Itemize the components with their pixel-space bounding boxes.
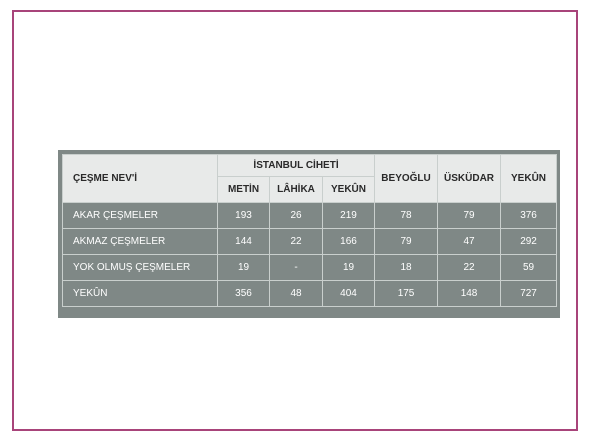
- table-cell: 79: [374, 228, 439, 255]
- table-cell: 292: [500, 228, 558, 255]
- table-row: AKAR ÇEŞMELER 193 26 219 78 79 376: [62, 202, 558, 229]
- table-row: YOK OLMUŞ ÇEŞMELER 19 - 19 18 22 59: [62, 254, 558, 281]
- table-row: AKMAZ ÇEŞMELER 144 22 166 79 47 292: [62, 228, 558, 255]
- header-metin: METİN: [217, 176, 270, 203]
- header-lahika: LÂHİKA: [269, 176, 323, 203]
- table-row-total: YEKÛN 356 48 404 175 148 727: [62, 280, 558, 307]
- header-istanbul-side: İSTANBUL CİHETİ: [216, 154, 376, 177]
- row-label: YOK OLMUŞ ÇEŞMELER: [62, 254, 218, 281]
- table-cell: 19: [217, 254, 270, 281]
- header-istanbul-total: YEKÛN: [321, 176, 376, 203]
- header-beyoglu: BEYOĞLU: [374, 154, 439, 203]
- page-frame: ÇEŞME NEV'İ İSTANBUL CİHETİ BEYOĞLU ÜSKÜ…: [12, 10, 578, 431]
- table-cell: 18: [374, 254, 439, 281]
- row-label: AKAR ÇEŞMELER: [62, 202, 218, 229]
- header-total: YEKÛN: [500, 154, 558, 203]
- statistics-table-container: ÇEŞME NEV'İ İSTANBUL CİHETİ BEYOĞLU ÜSKÜ…: [58, 150, 560, 318]
- table-cell: -: [269, 254, 323, 281]
- table-cell: 22: [269, 228, 323, 255]
- table-cell: 148: [437, 280, 502, 307]
- table-cell: 376: [500, 202, 558, 229]
- table-cell: 144: [217, 228, 270, 255]
- table-cell: 356: [217, 280, 270, 307]
- header-uskudar: ÜSKÜDAR: [437, 154, 502, 203]
- row-label: AKMAZ ÇEŞMELER: [62, 228, 218, 255]
- table-cell: 26: [269, 202, 323, 229]
- table-cell: 47: [437, 228, 502, 255]
- row-label: YEKÛN: [62, 280, 218, 307]
- table-cell: 219: [321, 202, 376, 229]
- table-cell: 78: [374, 202, 439, 229]
- table-cell: 79: [437, 202, 502, 229]
- header-fountain-type: ÇEŞME NEV'İ: [62, 154, 218, 203]
- fountain-statistics-table: ÇEŞME NEV'İ İSTANBUL CİHETİ BEYOĞLU ÜSKÜ…: [62, 154, 558, 307]
- table-cell: 19: [321, 254, 376, 281]
- table-cell: 166: [321, 228, 376, 255]
- table-cell: 727: [500, 280, 558, 307]
- table-cell: 404: [321, 280, 376, 307]
- table-cell: 175: [374, 280, 439, 307]
- table-cell: 48: [269, 280, 323, 307]
- table-cell: 22: [437, 254, 502, 281]
- table-cell: 193: [217, 202, 270, 229]
- table-cell: 59: [500, 254, 558, 281]
